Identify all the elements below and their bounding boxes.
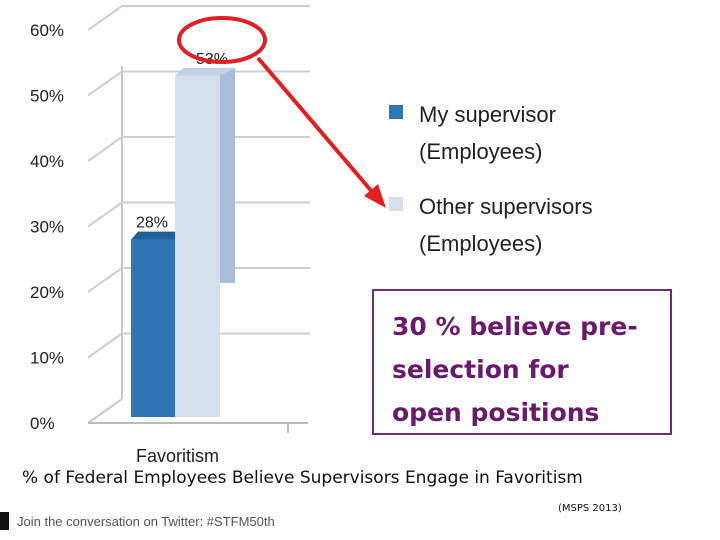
legend: My supervisor (Employees) Other supervisor… bbox=[389, 102, 593, 256]
callout-line: open positions bbox=[392, 398, 600, 427]
footer-bar: Join the conversation on Twitter: #STFM5… bbox=[0, 512, 275, 530]
bar-other-supervisors bbox=[175, 75, 220, 417]
data-label-my-supervisor: 28% bbox=[136, 215, 168, 232]
callout-line: selection for bbox=[392, 355, 569, 384]
chart-caption: % of Federal Employees Believe Superviso… bbox=[22, 468, 583, 488]
legend-entry-text: (Employees) bbox=[419, 231, 542, 256]
highlight-arrow-head bbox=[364, 184, 386, 208]
legend-entry-text: (Employees) bbox=[419, 139, 542, 164]
legend-entry-text: Other supervisors bbox=[419, 194, 593, 219]
gridline-diagonal bbox=[87, 267, 123, 293]
legend-swatch bbox=[389, 197, 403, 211]
highlight-annotation bbox=[177, 16, 386, 208]
floor-edge bbox=[87, 398, 123, 424]
legend-entry-text: My supervisor bbox=[419, 102, 556, 127]
gridline-diagonal bbox=[87, 136, 123, 162]
gridline-diagonal bbox=[87, 332, 123, 359]
bar-my-supervisor bbox=[131, 239, 175, 417]
source-citation: (MSPS 2013) bbox=[558, 503, 622, 514]
footer-mark bbox=[0, 512, 9, 530]
highlight-ellipse bbox=[177, 16, 267, 64]
highlight-arrow-shaft bbox=[256, 56, 376, 196]
y-tick-label: 50% bbox=[30, 87, 64, 106]
callout-box: 30 % believe pre- selection for open pos… bbox=[372, 289, 672, 435]
y-tick-label: 60% bbox=[30, 21, 64, 40]
y-tick-label: 30% bbox=[30, 218, 64, 237]
bar-other-supervisors-top bbox=[175, 67, 235, 76]
y-tick-label: 0% bbox=[30, 414, 55, 433]
gridline-diagonal bbox=[87, 70, 123, 97]
bar-other-supervisors-side bbox=[220, 67, 235, 283]
y-tick-label: 10% bbox=[30, 349, 64, 368]
bar-layer: 28%53% bbox=[131, 51, 235, 417]
footer-text: Join the conversation on Twitter: #STFM5… bbox=[17, 513, 275, 529]
gridline-diagonal bbox=[87, 5, 123, 31]
gridline-diagonal bbox=[87, 201, 123, 228]
category-label: Favoritism bbox=[136, 446, 219, 466]
y-tick-label: 20% bbox=[30, 283, 64, 302]
bar-my-supervisor-top bbox=[131, 231, 182, 240]
y-tick-label: 40% bbox=[30, 152, 64, 171]
y-axis: 0% 10% 20% 30% 40% 50% 60% bbox=[30, 21, 64, 433]
legend-swatch bbox=[389, 105, 403, 119]
callout-line: 30 % believe pre- bbox=[392, 312, 638, 341]
